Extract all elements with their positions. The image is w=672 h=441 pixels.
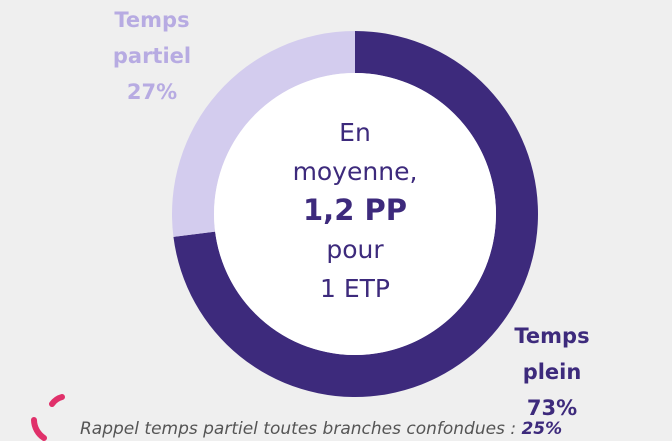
category-label: Temps plein <box>514 324 590 384</box>
footnote-text: Rappel temps partiel toutes branches con… <box>80 419 517 439</box>
center-line: pour <box>326 235 384 264</box>
footnote: Rappel temps partiel toutes branches con… <box>80 419 562 439</box>
center-line: 1,2 PP <box>303 193 407 227</box>
center-line: moyenne, <box>292 157 418 186</box>
center-line: 1 ETP <box>320 274 390 303</box>
slice-label: Temps partiel 27% <box>104 2 200 110</box>
icon <box>49 394 65 407</box>
value-label: 27% <box>126 80 178 104</box>
category-label: Temps partiel <box>112 8 192 68</box>
footnote-value: 25% <box>521 419 563 439</box>
center-text: En moyenne, 1,2 PP pour 1 ETP <box>255 113 455 308</box>
donut-segment <box>172 31 355 237</box>
slice-label: Temps plein 73% <box>504 318 600 426</box>
value-label: 73% <box>526 396 578 420</box>
center-line: En <box>339 118 371 147</box>
icon <box>31 417 47 441</box>
donut-hole <box>214 73 496 355</box>
